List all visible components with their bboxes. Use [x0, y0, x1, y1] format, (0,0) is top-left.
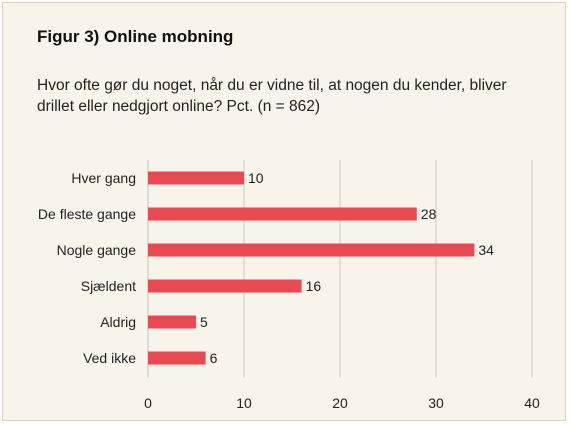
bar	[148, 243, 475, 257]
category-label: Ved ikke	[83, 350, 136, 366]
category-label: Sjældent	[81, 278, 136, 294]
bar	[148, 207, 417, 221]
x-tick-label: 10	[236, 395, 252, 411]
x-tick-label: 20	[332, 395, 348, 411]
category-label: Nogle gange	[57, 242, 137, 258]
category-label: Hver gang	[71, 170, 136, 186]
figure-subtitle: Hvor ofte gør du noget, når du er vidne …	[37, 77, 507, 115]
category-label: Aldrig	[100, 314, 136, 330]
bar	[148, 351, 206, 365]
x-tick-label: 0	[144, 395, 152, 411]
value-label: 34	[478, 242, 494, 258]
value-label: 16	[306, 278, 322, 294]
value-label: 6	[210, 350, 218, 366]
category-label: De fleste gange	[38, 206, 136, 222]
value-label: 5	[200, 314, 208, 330]
bar	[148, 279, 302, 293]
figure-title: Figur 3) Online mobning	[37, 27, 234, 46]
bar	[148, 315, 196, 329]
value-label: 10	[248, 170, 264, 186]
x-tick-label: 40	[524, 395, 540, 411]
bar	[148, 171, 244, 185]
value-label: 28	[421, 206, 437, 222]
x-tick-label: 30	[428, 395, 444, 411]
